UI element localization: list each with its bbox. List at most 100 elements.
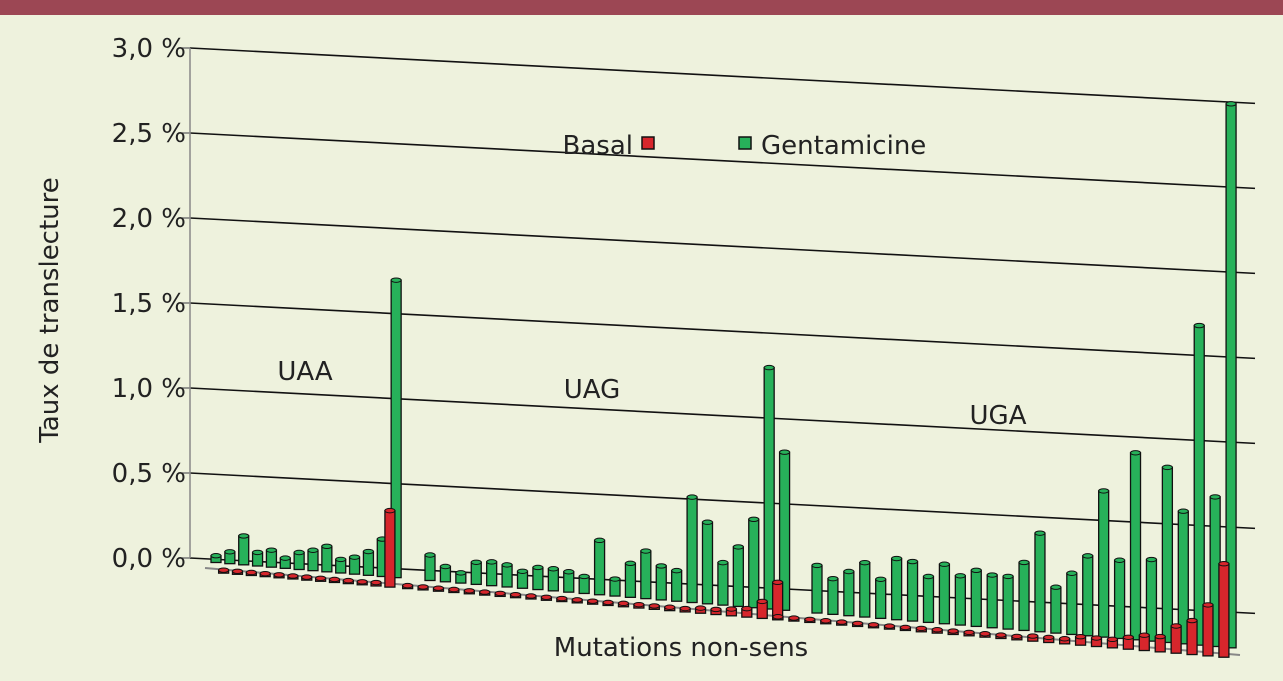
y-tick-label: 0,0 %: [112, 544, 186, 574]
bar-basal-cap: [1154, 633, 1166, 640]
bar-gentamicine: [1002, 575, 1014, 630]
bar-basal-cap: [979, 631, 991, 637]
legend-label-basal: Basal: [563, 131, 633, 161]
legend-label-gentamicine: Gentamicine: [761, 131, 926, 161]
bar-gentamicine-cap: [252, 549, 264, 556]
bar-gentamicine-cap: [455, 570, 467, 576]
y-axis: 0,0 % 0,5 % 1,0 % 1,5 % 2,0 % 2,5 % 3,0 %: [112, 34, 191, 574]
bar-basal-cap: [479, 589, 491, 595]
bar-gentamicine-cap: [1193, 322, 1205, 329]
bar-gentamicine-cap: [1098, 488, 1110, 494]
bar-gentamicine: [859, 561, 871, 618]
bar-basal-cap: [772, 579, 784, 586]
gridline: [189, 47, 1256, 105]
bar-basal-cap: [463, 588, 475, 594]
bar-gentamicine-cap: [470, 559, 482, 565]
bar-gentamicine: [470, 561, 482, 586]
bar-gentamicine-cap: [210, 553, 222, 559]
bar-gentamicine-cap: [1177, 508, 1189, 514]
bar-gentamicine: [640, 550, 652, 600]
bar-gentamicine-cap: [954, 573, 966, 579]
bar-gentamicine: [701, 521, 714, 605]
group-label: UAA: [277, 357, 333, 387]
bar-gentamicine-cap: [335, 556, 347, 563]
bar-basal-cap: [370, 579, 382, 586]
bar-basal-cap: [1075, 633, 1087, 640]
bar-gentamicine: [875, 578, 887, 620]
bar-gentamicine: [563, 571, 575, 593]
bar-gentamicine: [307, 549, 319, 572]
bar-gentamicine: [970, 569, 982, 628]
bar-gentamicine: [486, 561, 498, 587]
bar-gentamicine-cap: [517, 568, 528, 574]
legend-swatch-basal: [641, 136, 655, 150]
x-axis-title: Mutations non-sens: [554, 633, 808, 663]
bar-gentamicine-cap: [609, 576, 621, 582]
bar-basal-cap: [571, 597, 583, 603]
top-accent-bar: [0, 0, 1283, 15]
bar-gentamicine: [954, 575, 966, 626]
bar-gentamicine: [827, 578, 839, 616]
bar-gentamicine-cap: [922, 573, 934, 580]
bar-basal-cap: [402, 582, 414, 589]
bar-gentamicine-cap: [827, 575, 839, 582]
bar-basal-cap: [915, 625, 927, 632]
bar-gentamicine: [1066, 572, 1078, 636]
bar-gentamicine: [655, 565, 667, 601]
bar-gentamicine: [501, 564, 513, 588]
bar-gentamicine-cap: [293, 549, 305, 556]
bar-basal-cap: [602, 599, 614, 606]
bar-basal-cap: [772, 614, 784, 620]
gridline: [189, 302, 1256, 360]
bar-gentamicine-cap: [732, 544, 744, 550]
bar-basal-cap: [315, 575, 327, 581]
bar-basal-cap: [710, 606, 722, 613]
bar-gentamicine-cap: [349, 554, 361, 560]
bar-basal-cap: [287, 573, 299, 579]
bar-gentamicine-cap: [1002, 573, 1014, 580]
bar-gentamicine: [748, 518, 760, 609]
bar-basal-cap: [525, 593, 537, 599]
bar-gentamicine-cap: [1225, 101, 1237, 107]
bar-gentamicine-cap: [563, 569, 575, 575]
bar-gentamicine-cap: [655, 563, 667, 569]
bar-basal-cap: [1186, 617, 1198, 624]
bar-basal: [1218, 563, 1230, 658]
bar-basal-cap: [245, 569, 257, 576]
bar-gentamicine: [321, 545, 333, 573]
bar-gentamicine-cap: [640, 548, 652, 554]
bar-basal-cap: [356, 579, 368, 585]
legend: Basal Gentamicine: [563, 131, 927, 161]
bar-basal-cap: [725, 606, 737, 612]
bar-gentamicine-cap: [1066, 570, 1078, 576]
bar-basal-cap: [899, 624, 911, 631]
bar-gentamicine-cap: [811, 562, 823, 569]
bar-gentamicine: [362, 550, 375, 576]
bar-basal: [1170, 625, 1182, 654]
bar-gentamicine: [686, 496, 698, 604]
bar-chart: 0,0 %0,5 %1,0 %1,5 %2,0 %2,5 %3,0 % UAAU…: [35, 34, 1256, 663]
bar-basal-cap: [868, 622, 880, 628]
bar-gentamicine-cap: [362, 548, 374, 555]
bar-gentamicine-cap: [970, 567, 982, 574]
bar-gentamicine: [1050, 586, 1062, 634]
bar-gentamicine-cap: [717, 559, 729, 566]
bar-gentamicine-cap: [686, 494, 698, 500]
bar-basal: [1202, 604, 1214, 657]
bar-gentamicine: [532, 566, 544, 591]
y-tick-label: 1,0 %: [112, 374, 186, 404]
bar-gentamicine-cap: [1209, 494, 1221, 500]
bar-gentamicine-cap: [624, 560, 636, 567]
bar-gentamicine-cap: [1050, 584, 1062, 590]
bar-gentamicine: [671, 569, 683, 602]
bar-basal-cap: [679, 605, 691, 612]
bar-gentamicine-cap: [594, 537, 606, 544]
bar-basal-cap: [301, 574, 313, 580]
bar-gentamicine: [1145, 558, 1158, 642]
bar-gentamicine: [922, 575, 935, 624]
bar-gentamicine: [1018, 561, 1030, 632]
bar-basal-cap: [756, 598, 768, 605]
bar-gentamicine-cap: [424, 552, 436, 558]
bar-gentamicine: [1113, 559, 1126, 640]
bar-basal-cap: [947, 628, 959, 634]
